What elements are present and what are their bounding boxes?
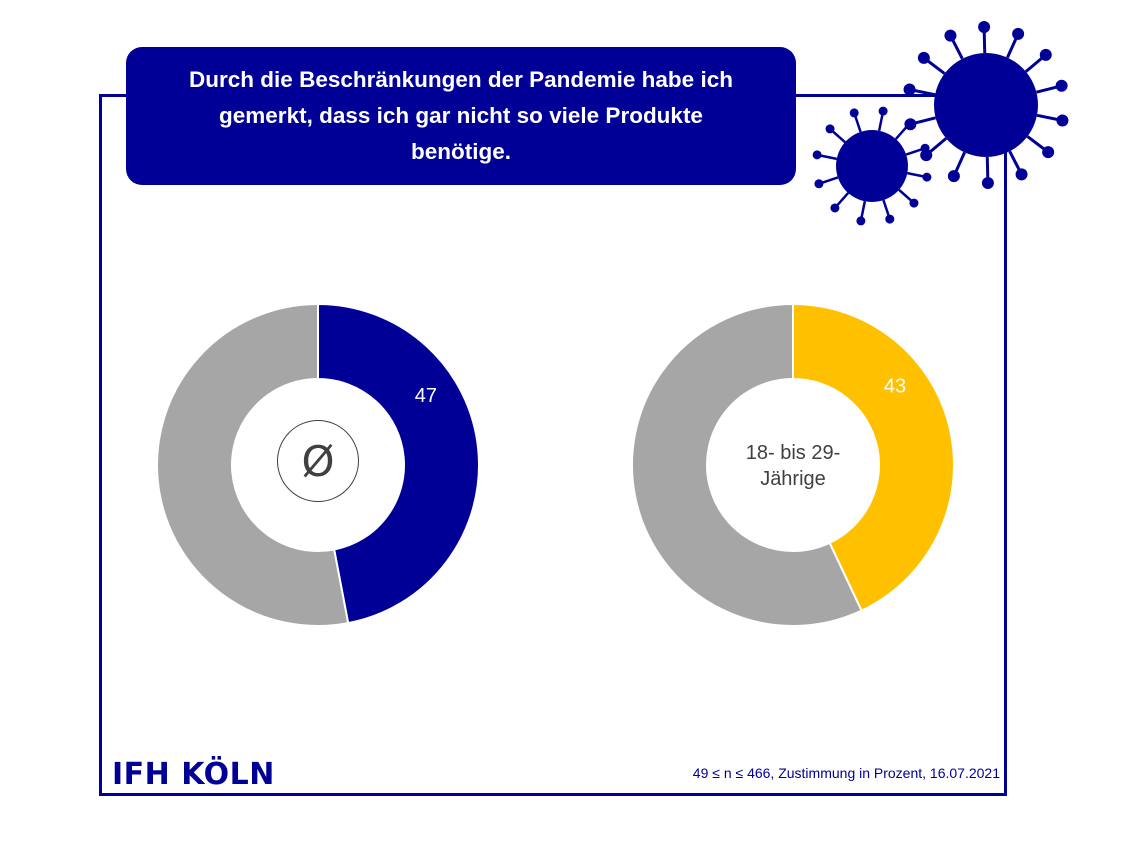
- chart-title-box: Durch die Beschränkungen der Pandemie ha…: [126, 47, 796, 185]
- ifh-logo: IFH KÖLN: [112, 757, 275, 792]
- donut-2-data-label: 43: [884, 376, 906, 398]
- sample-footnote: 49 ≤ n ≤ 466, Zustimmung in Prozent, 16.…: [692, 765, 1000, 781]
- age-group-label-line-2: Jährige: [760, 468, 826, 490]
- donut-1-data-label: 47: [415, 385, 437, 407]
- donut-chart-18-29: 43: [631, 302, 955, 627]
- donut-1-slice-0: [317, 302, 480, 625]
- donut-chart-average: 47: [155, 302, 480, 627]
- chart-title: Durch die Beschränkungen der Pandemie ha…: [189, 67, 733, 164]
- donut-2-slice-1: [631, 302, 863, 627]
- average-symbol: Ø: [277, 420, 359, 502]
- age-group-label-line-1: 18- bis 29-: [745, 442, 841, 464]
- virus-small-icon: [812, 106, 932, 226]
- average-symbol-label: Ø: [301, 436, 335, 486]
- virus-illustration: [812, 21, 1069, 226]
- age-group-label: 18- bis 29- Jährige: [713, 440, 873, 492]
- donut-1-slice-1: [155, 302, 350, 627]
- virus-large-icon: [903, 21, 1069, 189]
- donut-2-slice-0: [792, 302, 955, 613]
